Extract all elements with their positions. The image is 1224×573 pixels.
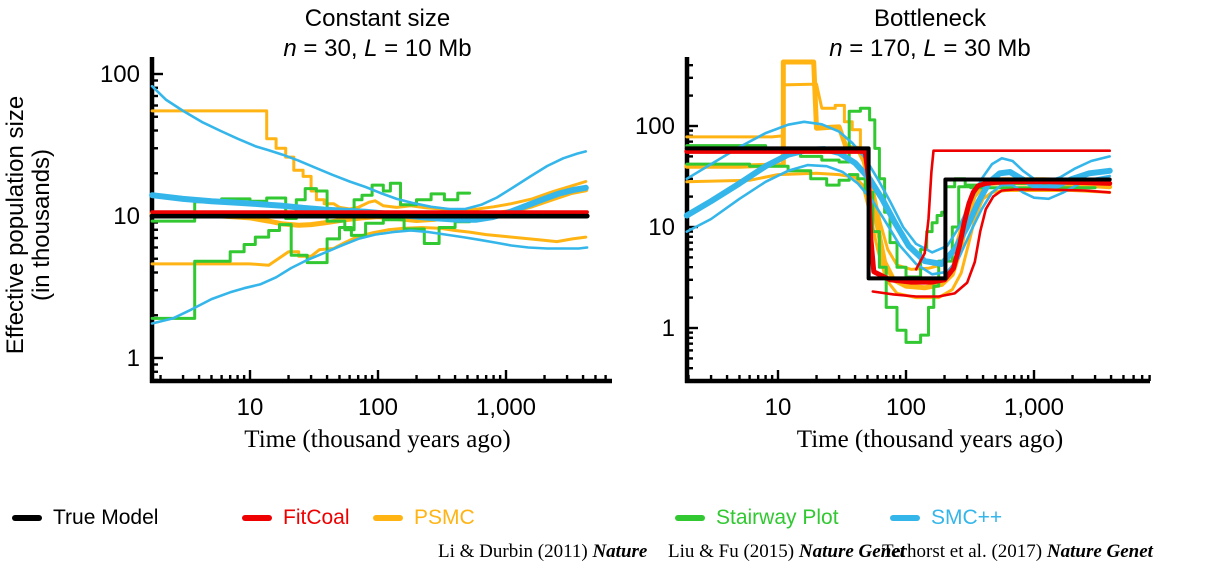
chart-canvas: 10 100 1,000 1 10 100 10 100 1,000 1 10 100 bbox=[100, 57, 1151, 421]
x-axis-label-right: Time (thousand years ago) bbox=[796, 426, 1064, 453]
legend-item-stairway-plot: Stairway Plot bbox=[675, 506, 839, 530]
y-axis-label: Effective population size (in thousands) bbox=[2, 57, 61, 393]
legend-label: Stairway Plot bbox=[716, 506, 839, 529]
svg-text:100: 100 bbox=[358, 394, 398, 421]
panel-title-constant-size: Constant size n = 30, L = 10 Mb bbox=[140, 4, 615, 64]
fitcoal-line-swatch bbox=[242, 515, 272, 521]
legend-label: SMC++ bbox=[931, 506, 1003, 529]
svg-text:1: 1 bbox=[662, 315, 675, 342]
true-model-line-swatch bbox=[12, 515, 42, 521]
y-axis-label-line2: (in thousands) bbox=[28, 148, 56, 302]
svg-text:1,000: 1,000 bbox=[476, 394, 536, 421]
citation-stairway-plot: Liu & Fu (2015) Nature Genet bbox=[668, 541, 905, 562]
psmc-line-swatch bbox=[373, 515, 403, 521]
legend-item-smcpp: SMC++ bbox=[890, 506, 1002, 530]
citation-smcpp: Terhorst et al. (2017) Nature Genet bbox=[882, 541, 1153, 562]
stairway-plot-line-swatch bbox=[675, 515, 705, 521]
svg-text:1,000: 1,000 bbox=[1004, 394, 1064, 421]
panel-subtitle: n = 30, L = 10 Mb bbox=[283, 35, 472, 62]
svg-text:100: 100 bbox=[886, 394, 926, 421]
y-axis-label-line1: Effective population size bbox=[2, 95, 29, 355]
legend-label: FitCoal bbox=[283, 506, 350, 529]
svg-text:10: 10 bbox=[765, 394, 792, 421]
svg-text:10: 10 bbox=[113, 203, 140, 230]
panel-title-text: Bottleneck bbox=[873, 5, 987, 32]
smcpp-line-swatch bbox=[890, 515, 920, 521]
svg-text:10: 10 bbox=[648, 214, 675, 241]
legend-item-psmc: PSMC bbox=[373, 506, 475, 530]
legend-label: PSMC bbox=[414, 506, 475, 529]
citation-psmc: Li & Durbin (2011) Nature bbox=[438, 541, 648, 562]
legend-item-fitcoal: FitCoal bbox=[242, 506, 350, 530]
svg-text:100: 100 bbox=[635, 113, 675, 140]
svg-text:1: 1 bbox=[127, 345, 140, 372]
panel-title-text: Constant size bbox=[304, 5, 451, 32]
panel-title-bottleneck: Bottleneck n = 170, L = 30 Mb bbox=[675, 4, 1185, 64]
x-axis-label-left: Time (thousand years ago) bbox=[244, 426, 511, 453]
legend-label: True Model bbox=[53, 506, 159, 529]
svg-text:100: 100 bbox=[100, 61, 140, 88]
legend-item-true-model: True Model bbox=[12, 506, 158, 530]
svg-text:10: 10 bbox=[237, 394, 264, 421]
panel-subtitle: n = 170, L = 30 Mb bbox=[829, 35, 1031, 62]
